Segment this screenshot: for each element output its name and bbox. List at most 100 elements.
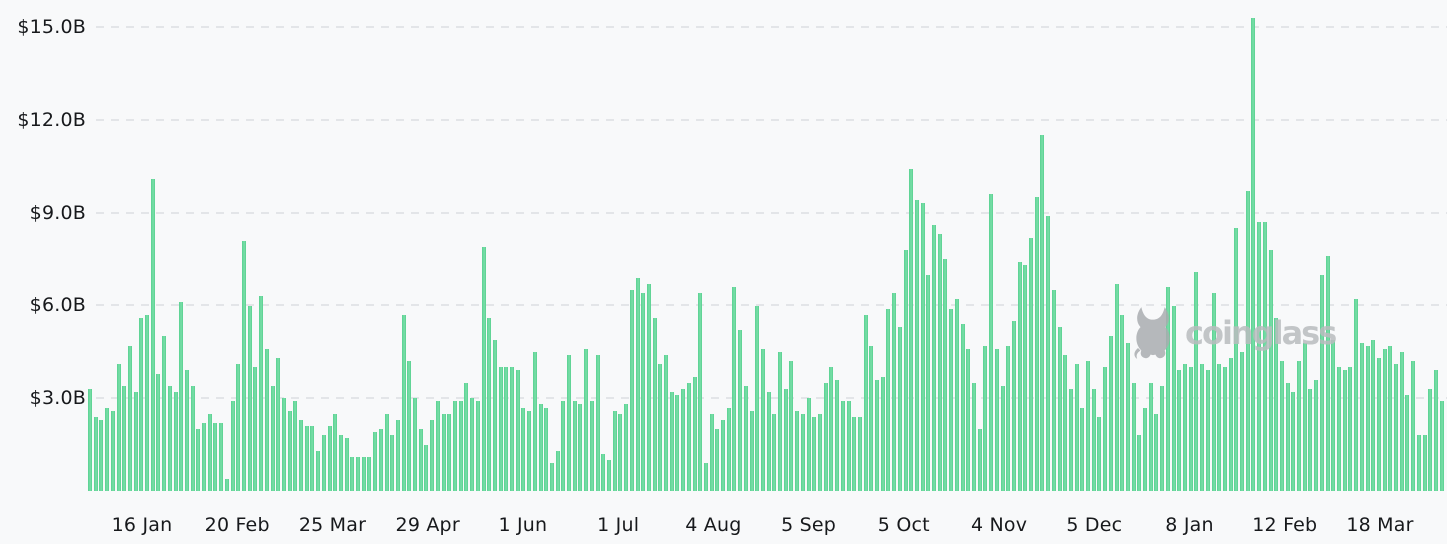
bar[interactable] — [641, 293, 646, 491]
bar[interactable] — [1382, 348, 1387, 491]
bar[interactable] — [920, 203, 925, 491]
bar[interactable] — [1200, 364, 1205, 491]
bar[interactable] — [510, 367, 515, 491]
bar[interactable] — [778, 351, 783, 491]
bar[interactable] — [1160, 385, 1165, 491]
bar[interactable] — [487, 317, 492, 491]
bar[interactable] — [612, 410, 617, 491]
bar[interactable] — [1154, 413, 1159, 491]
bar[interactable] — [287, 410, 292, 491]
bar[interactable] — [1023, 265, 1028, 491]
bar[interactable] — [1371, 339, 1376, 491]
bar[interactable] — [293, 401, 298, 491]
bar[interactable] — [1274, 317, 1279, 491]
bar[interactable] — [852, 416, 857, 491]
bar[interactable] — [954, 299, 959, 491]
bar[interactable] — [1262, 222, 1267, 491]
bar[interactable] — [1411, 361, 1416, 491]
bar[interactable] — [418, 429, 423, 491]
bar[interactable] — [840, 401, 845, 491]
bar[interactable] — [715, 429, 720, 491]
bar[interactable] — [1336, 367, 1341, 491]
bar[interactable] — [230, 401, 235, 491]
bar[interactable] — [977, 429, 982, 491]
bar[interactable] — [743, 385, 748, 491]
bar[interactable] — [350, 457, 355, 491]
bar[interactable] — [378, 429, 383, 491]
bar[interactable] — [299, 419, 304, 491]
bar[interactable] — [1011, 320, 1016, 491]
bar[interactable] — [430, 419, 435, 491]
bar[interactable] — [1388, 345, 1393, 491]
bar[interactable] — [122, 385, 127, 491]
bar[interactable] — [555, 450, 560, 491]
bar[interactable] — [818, 413, 822, 491]
bar[interactable] — [669, 392, 674, 491]
bar[interactable] — [1268, 249, 1273, 491]
bar[interactable] — [1086, 361, 1091, 491]
bar[interactable] — [327, 426, 332, 491]
bar[interactable] — [1046, 215, 1051, 491]
bar[interactable] — [869, 345, 874, 491]
bar[interactable] — [110, 410, 115, 491]
bar[interactable] — [652, 317, 657, 491]
bar[interactable] — [338, 435, 343, 491]
bar[interactable] — [156, 373, 161, 491]
bar[interactable] — [236, 364, 241, 491]
bar[interactable] — [424, 444, 429, 491]
bar[interactable] — [401, 314, 406, 491]
bar[interactable] — [1205, 370, 1210, 491]
bar[interactable] — [1331, 339, 1336, 491]
bar[interactable] — [772, 413, 777, 491]
bar[interactable] — [179, 302, 184, 491]
bar[interactable] — [219, 423, 224, 491]
bar[interactable] — [1114, 283, 1119, 491]
bar[interactable] — [1297, 361, 1302, 491]
bar[interactable] — [1029, 237, 1034, 491]
bar[interactable] — [310, 426, 315, 491]
bar[interactable] — [1057, 327, 1062, 491]
bar[interactable] — [635, 277, 640, 491]
bar[interactable] — [1354, 299, 1359, 491]
bar[interactable] — [1291, 392, 1296, 491]
bar[interactable] — [133, 392, 138, 491]
bar[interactable] — [1359, 342, 1364, 491]
bar[interactable] — [800, 413, 805, 491]
bar[interactable] — [367, 457, 372, 491]
bar[interactable] — [127, 345, 132, 491]
bar[interactable] — [1148, 382, 1153, 491]
bar[interactable] — [658, 364, 663, 491]
bar[interactable] — [1188, 367, 1193, 491]
bar[interactable] — [167, 385, 172, 491]
bar[interactable] — [538, 404, 543, 491]
bar[interactable] — [692, 376, 697, 491]
bar[interactable] — [1342, 370, 1347, 491]
bar[interactable] — [116, 364, 121, 491]
bar[interactable] — [1399, 351, 1404, 491]
bar[interactable] — [863, 314, 868, 491]
bar[interactable] — [1348, 367, 1353, 491]
bar[interactable] — [145, 314, 150, 491]
bar[interactable] — [1394, 364, 1399, 491]
bar[interactable] — [937, 234, 942, 491]
bar[interactable] — [589, 401, 594, 491]
bar[interactable] — [1017, 262, 1022, 491]
bar[interactable] — [903, 249, 908, 491]
bar[interactable] — [276, 358, 281, 491]
bar[interactable] — [738, 330, 743, 491]
bar[interactable] — [224, 478, 229, 491]
bar[interactable] — [1131, 382, 1136, 491]
bar[interactable] — [1433, 370, 1438, 491]
bar[interactable] — [1171, 305, 1176, 491]
bar[interactable] — [732, 286, 737, 491]
bar[interactable] — [1325, 256, 1330, 491]
bar[interactable] — [1097, 416, 1102, 491]
bar[interactable] — [675, 395, 680, 491]
bar[interactable] — [441, 413, 446, 491]
bar[interactable] — [886, 308, 891, 491]
bar[interactable] — [521, 407, 526, 491]
bar[interactable] — [105, 407, 110, 491]
bar[interactable] — [316, 450, 321, 491]
bar[interactable] — [606, 460, 611, 491]
bar[interactable] — [1080, 407, 1085, 491]
